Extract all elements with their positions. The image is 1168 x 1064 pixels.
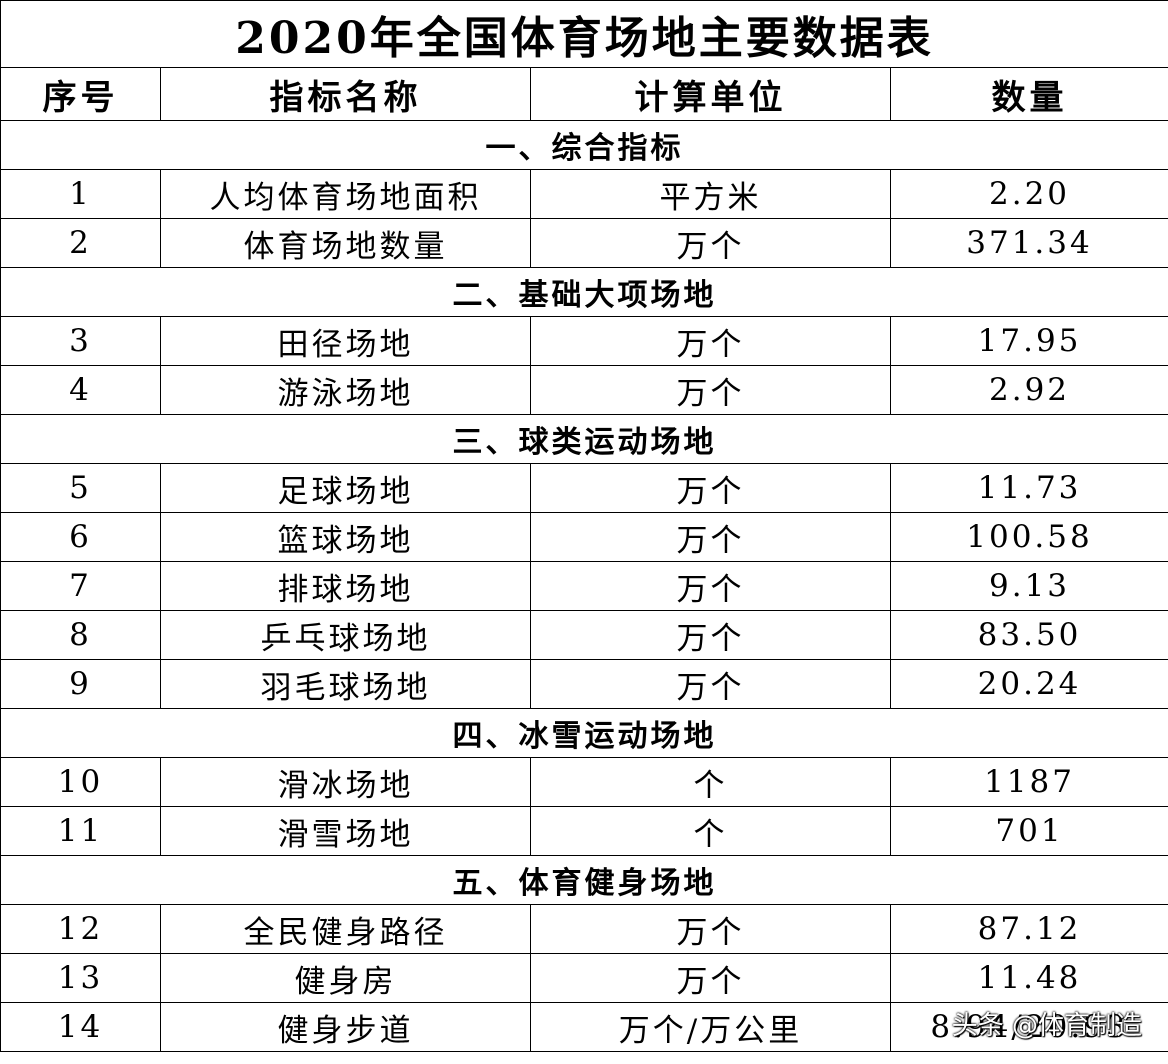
indicator-name: 排球场地 [160,561,531,611]
unit: 万个 [530,512,891,562]
quantity: 17.95 [889,316,1168,366]
data-row: 7 排球场地 万个 9.13 [0,561,1168,611]
indicator-name: 滑冰场地 [160,757,531,807]
serial-number: 3 [0,316,161,366]
title-row: 2020年全国体育场地主要数据表 [0,0,1168,68]
unit: 万个 [530,218,891,268]
indicator-name: 田径场地 [160,316,531,366]
data-row: 1 人均体育场地面积 平方米 2.20 [0,169,1168,219]
header-cell: 计算单位 [530,67,891,121]
quantity: 2.92 [889,365,1168,415]
quantity: 2.20 [889,169,1168,219]
data-row: 4 游泳场地 万个 2.92 [0,365,1168,415]
unit: 万个 [530,316,891,366]
indicator-name: 游泳场地 [160,365,531,415]
unit: 万个 [530,904,891,954]
section-row: 二、基础大项场地 [0,267,1168,317]
serial-number: 11 [0,806,161,856]
quantity: 9.13 [889,561,1168,611]
header-cell: 指标名称 [160,67,531,121]
serial-number: 10 [0,757,161,807]
section-row: 五、体育健身场地 [0,855,1168,905]
section-title: 四、冰雪运动场地 [0,708,1168,758]
header-cell: 序号 [0,67,161,121]
section-row: 四、冰雪运动场地 [0,708,1168,758]
indicator-name: 健身步道 [160,1002,531,1052]
unit: 个 [530,757,891,807]
section-title: 一、综合指标 [0,120,1168,170]
indicator-name: 健身房 [160,953,531,1003]
serial-number: 7 [0,561,161,611]
data-row: 8 乒乓球场地 万个 83.50 [0,610,1168,660]
section-title: 五、体育健身场地 [0,855,1168,905]
data-row: 2 体育场地数量 万个 371.34 [0,218,1168,268]
header-cell: 数量 [889,67,1168,121]
section-title: 二、基础大项场地 [0,267,1168,317]
section-row: 一、综合指标 [0,120,1168,170]
indicator-name: 羽毛球场地 [160,659,531,709]
indicator-name: 篮球场地 [160,512,531,562]
serial-number: 14 [0,1002,161,1052]
quantity: 11.48 [889,953,1168,1003]
unit: 万个 [530,610,891,660]
quantity: 100.58 [889,512,1168,562]
data-row: 11 滑雪场地个 701 [0,806,1168,856]
unit: 万个 [530,463,891,513]
serial-number: 1 [0,169,161,219]
quantity: 20.24 [889,659,1168,709]
indicator-name: 滑雪场地 [160,806,531,856]
unit: 万个 [530,659,891,709]
quantity: 701 [889,806,1168,856]
indicator-name: 全民健身路径 [160,904,531,954]
unit: 万个 [530,953,891,1003]
unit: 万个 [530,561,891,611]
unit: 个 [530,806,891,856]
serial-number: 6 [0,512,161,562]
section-row: 三、球类运动场地 [0,414,1168,464]
serial-number: 12 [0,904,161,954]
indicator-name: 乒乓球场地 [160,610,531,660]
data-row: 12 全民健身路径 万个 87.12 [0,904,1168,954]
serial-number: 2 [0,218,161,268]
unit: 万个/万公里 [530,1002,891,1052]
data-row: 9 羽毛球场地 万个 20.24 [0,659,1168,709]
data-row: 14 健身步道 万个/万公里 8.94/20.93 [0,1002,1168,1052]
indicator-name: 人均体育场地面积 [160,169,531,219]
header-row: 序号 指标名称 计算单位 数量 [0,67,1168,121]
data-row: 6 篮球场地 万个 100.58 [0,512,1168,562]
serial-number: 9 [0,659,161,709]
quantity: 87.12 [889,904,1168,954]
quantity: 1187 [889,757,1168,807]
unit: 万个 [530,365,891,415]
quantity: 371.34 [889,218,1168,268]
watermark: 头条 @体育制造 [951,1011,1142,1041]
indicator-name: 体育场地数量 [160,218,531,268]
quantity: 11.73 [889,463,1168,513]
serial-number: 5 [0,463,161,513]
unit: 平方米 [530,169,891,219]
section-title: 三、球类运动场地 [0,414,1168,464]
serial-number: 13 [0,953,161,1003]
data-row: 10 滑冰场地个 1187 [0,757,1168,807]
data-row: 3 田径场地 万个 17.95 [0,316,1168,366]
data-row: 13 健身房 万个 11.48 [0,953,1168,1003]
indicator-name: 足球场地 [160,463,531,513]
data-row: 5 足球场地 万个 11.73 [0,463,1168,513]
quantity: 83.50 [889,610,1168,660]
quantity: 8.94/20.93 [889,1002,1168,1052]
table-title: 2020年全国体育场地主要数据表 [0,0,1168,68]
serial-number: 4 [0,365,161,415]
serial-number: 8 [0,610,161,660]
